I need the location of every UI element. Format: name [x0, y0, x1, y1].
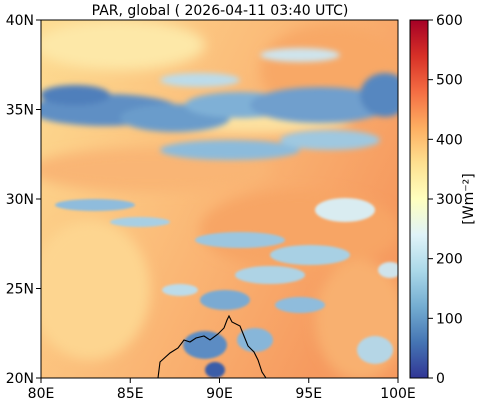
y-tick-label: 20N: [6, 371, 34, 387]
cloud-band: [41, 48, 398, 160]
y-axis: 20N 25N 30N 35N 40N: [6, 13, 41, 387]
x-tick-label: 80E: [28, 386, 55, 402]
x-tick-label: 95E: [295, 386, 322, 402]
colorbar-tick-label: 500: [436, 73, 463, 89]
x-tick-label: 85E: [117, 386, 144, 402]
colorbar-tick-label: 600: [436, 13, 463, 29]
colorbar-tick-label: 200: [436, 252, 463, 268]
coastline: [157, 314, 267, 378]
y-tick-label: 40N: [6, 13, 34, 29]
colorbar-tick-label: 100: [436, 311, 463, 327]
x-tick-label: 100E: [380, 386, 416, 402]
colorbar-tick-label: 300: [436, 192, 463, 208]
y-tick-label: 25N: [6, 282, 34, 298]
x-axis: 80E 85E 90E 95E 100E: [28, 378, 416, 402]
y-tick-label: 35N: [6, 103, 34, 119]
x-tick-label: 90E: [206, 386, 233, 402]
colorbar-axis: 0 100 200 300 400 500 600: [428, 13, 463, 387]
colorbar-label: [Wm⁻²]: [461, 173, 477, 224]
map-panel: [41, 20, 398, 378]
y-tick-label: 30N: [6, 192, 34, 208]
colorbar: [409, 19, 429, 379]
colorbar-tick-label: 400: [436, 132, 463, 148]
colorbar-tick-label: 0: [436, 371, 445, 387]
scattered-clouds: [55, 198, 398, 378]
map-title: PAR, global ( 2026-04-11 03:40 UTC): [92, 3, 349, 19]
